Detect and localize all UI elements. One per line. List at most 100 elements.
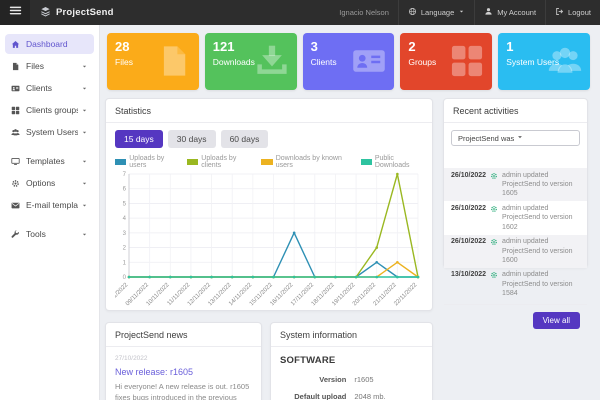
activity-gear-icon: [491, 239, 497, 246]
stat-card-value: 2: [408, 39, 416, 54]
range-tabs: 15 days 30 days 60 days: [115, 130, 423, 148]
system-info-title: System information: [271, 323, 432, 347]
legend-swatch: [360, 159, 372, 165]
download-icon: [256, 45, 287, 74]
legend-label: Public Downloads: [374, 155, 410, 169]
activity-row: 26/10/2022 admin updated ProjectSend to v…: [444, 234, 587, 268]
caret-down-icon: [82, 109, 87, 112]
stat-card-clients[interactable]: 3 Clients: [302, 33, 395, 90]
sidebar-item-templates[interactable]: Templates: [5, 151, 94, 171]
sidebar-item-e-mail-templates[interactable]: E-mail templates: [5, 195, 94, 215]
caret-down-icon: [458, 8, 465, 17]
tab-30-days[interactable]: 30 days: [167, 130, 216, 148]
legend-uploads-by-users: Uploads by users: [115, 155, 176, 169]
activity-date: 26/10/2022: [451, 238, 487, 246]
stat-card-label: System Users: [506, 57, 560, 68]
activity-filter-select[interactable]: ProjectSend was updated: [451, 130, 580, 146]
view-all-button[interactable]: View all: [532, 312, 580, 330]
stat-card-value: 1: [506, 39, 514, 54]
system-info-value: r1605: [354, 375, 374, 384]
caret-down-icon: [82, 131, 87, 134]
activity-row: 13/10/2022 admin updated ProjectSend to v…: [444, 268, 587, 301]
sidebar-item-label: Templates: [26, 156, 65, 166]
stat-card-system-users[interactable]: 1 System Users: [498, 33, 590, 90]
software-section-heading: SOFTWARE: [280, 355, 336, 366]
recent-activities-panel: Recent activities ProjectSend was update…: [443, 98, 588, 330]
svg-text:5: 5: [123, 201, 127, 207]
tab-60-days[interactable]: 60 days: [220, 130, 269, 148]
monitor-icon: [11, 157, 20, 165]
legend-label: Downloads by known users: [275, 155, 342, 169]
stat-card-label: Groups: [408, 57, 437, 68]
navbar-right: Ignacio Nelson Language My Account Logou…: [330, 0, 600, 25]
sidebar-item-system-users[interactable]: System Users: [5, 122, 94, 142]
news-headline-link[interactable]: New release: r1605: [115, 367, 194, 377]
caret-down-icon: [82, 65, 87, 68]
sidebar-item-dashboard[interactable]: Dashboard: [5, 34, 94, 54]
stat-card-value: 3: [310, 39, 318, 54]
recent-activities-title: Recent activities: [444, 99, 587, 123]
caret-down-icon: [82, 182, 87, 185]
tab-15-days[interactable]: 15 days: [115, 130, 163, 148]
system-info-body: SOFTWARE Version r1605 Default upload max.…: [271, 347, 432, 400]
stat-card-groups[interactable]: 2 Groups: [400, 33, 493, 90]
legend-public-downloads: Public Downloads: [360, 155, 423, 169]
activity-line-chart: 0123456708/11/202209/11/202210/11/202211…: [104, 172, 420, 308]
sidebar-item-clients-groups[interactable]: Clients groups: [5, 100, 94, 120]
stat-card-value: 121: [212, 39, 235, 54]
id-card-icon: [353, 50, 386, 72]
home-icon: [11, 40, 20, 48]
main-content: 28 Files 121 Downloads 3 Clients 2 Groups 1 Syste…: [100, 25, 600, 400]
activity-row: 26/10/2022 admin updated ProjectSend to v…: [444, 201, 587, 234]
legend-swatch: [115, 159, 127, 165]
sidebar-item-tools[interactable]: Tools: [5, 224, 94, 244]
user-icon: [484, 7, 493, 18]
statistics-body: 15 days 30 days 60 days Uploads by users Up…: [104, 123, 432, 314]
chart-legend: Uploads by users Uploads by clients Downlo…: [115, 155, 423, 169]
activity-date: 13/10/2022: [451, 271, 487, 279]
activity-date: 26/10/2022: [451, 204, 487, 212]
stat-card-downloads[interactable]: 121 Downloads: [204, 33, 297, 90]
brand-logo[interactable]: ProjectSend: [40, 4, 114, 22]
logout-link[interactable]: Logout: [545, 0, 600, 25]
logout-icon: [555, 7, 564, 18]
sidebar-item-label: Clients groups: [26, 105, 78, 115]
sidebar-item-options[interactable]: Options: [5, 173, 94, 193]
users-icon: [548, 47, 582, 73]
stat-card-label: Downloads: [212, 57, 255, 68]
grid-icon: [11, 106, 20, 114]
my-account-link[interactable]: My Account: [474, 0, 545, 25]
users-icon: [11, 128, 20, 135]
sidebar-item-label: E-mail templates: [26, 200, 78, 210]
activity-gear-icon: [491, 272, 497, 279]
statistics-panel-title: Statistics: [106, 99, 432, 123]
hamburger-icon: [9, 6, 21, 14]
sidebar-item-clients[interactable]: Clients: [5, 78, 94, 98]
sidebar-item-files[interactable]: Files: [5, 56, 94, 76]
system-info-row-version: Version r1605: [280, 375, 423, 385]
system-info-panel: System information SOFTWARE Version r1605…: [270, 322, 433, 400]
top-navbar: ProjectSend Ignacio Nelson Language My A…: [0, 0, 600, 25]
activity-text: admin updated ProjectSend to version 160…: [502, 171, 573, 198]
system-info-rows: Version r1605 Default upload max. size 2048…: [280, 375, 423, 400]
legend-swatch: [261, 159, 273, 165]
system-info-row-default-upload-max-size: Default upload max. size 2048 mb.: [280, 392, 423, 400]
grid-icon: [452, 45, 483, 77]
activity-gear-icon: [491, 205, 497, 212]
stat-card-files[interactable]: 28 Files: [107, 33, 199, 90]
svg-text:7: 7: [123, 172, 127, 178]
caret-down-icon: [82, 204, 87, 207]
language-menu[interactable]: Language: [397, 0, 474, 25]
stat-card-label: Files: [115, 57, 133, 68]
id-card-icon: [11, 85, 20, 91]
svg-text:3: 3: [123, 231, 127, 237]
sidebar-item-label: System Users: [26, 127, 78, 137]
sidebar-item-label: Tools: [26, 229, 46, 239]
activity-text: admin updated ProjectSend to version 160…: [502, 204, 573, 231]
menu-toggle-button[interactable]: [0, 0, 30, 25]
my-account-label: My Account: [497, 8, 537, 17]
svg-text:22/11/2022: 22/11/2022: [393, 282, 419, 308]
wrench-icon: [11, 229, 19, 238]
globe-icon: [408, 8, 416, 15]
activity-text: admin updated ProjectSend to version 158…: [502, 271, 573, 298]
